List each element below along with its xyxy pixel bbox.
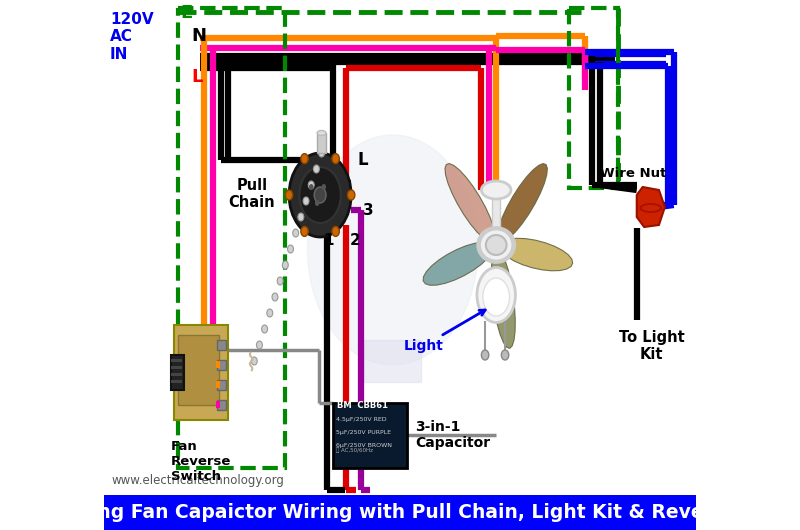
Text: L: L: [191, 68, 202, 86]
Text: Fan
Reverse
Switch: Fan Reverse Switch: [170, 440, 231, 483]
Polygon shape: [445, 164, 495, 242]
Circle shape: [272, 293, 278, 301]
Bar: [218, 360, 226, 370]
Bar: [493, 190, 500, 230]
Polygon shape: [491, 250, 515, 348]
Bar: [334, 403, 407, 468]
Circle shape: [314, 187, 326, 203]
Bar: [104, 495, 696, 530]
Circle shape: [298, 213, 304, 221]
Bar: [178, 8, 286, 468]
Circle shape: [286, 190, 293, 200]
Polygon shape: [498, 164, 547, 242]
Circle shape: [262, 325, 267, 333]
Bar: [171, 359, 182, 362]
Circle shape: [257, 341, 262, 349]
Circle shape: [267, 309, 273, 317]
Polygon shape: [307, 135, 478, 365]
Circle shape: [303, 197, 309, 205]
Ellipse shape: [477, 268, 515, 322]
Ellipse shape: [482, 181, 511, 199]
Ellipse shape: [483, 233, 509, 258]
Circle shape: [293, 229, 298, 237]
Bar: [218, 380, 226, 390]
Bar: [218, 340, 226, 350]
Text: 6μF/250V BROWN: 6μF/250V BROWN: [336, 443, 392, 448]
Text: 1: 1: [324, 233, 334, 248]
Circle shape: [347, 190, 355, 200]
Bar: [216, 381, 220, 388]
Bar: [171, 373, 182, 376]
Circle shape: [282, 261, 288, 269]
Bar: [171, 366, 182, 369]
Bar: [569, 8, 618, 188]
Bar: [216, 401, 220, 408]
Text: BM  CBB61: BM CBB61: [337, 401, 388, 410]
Circle shape: [502, 350, 509, 360]
Ellipse shape: [479, 229, 513, 261]
Circle shape: [309, 184, 314, 190]
Text: E: E: [180, 4, 193, 22]
Ellipse shape: [486, 235, 506, 255]
Bar: [171, 380, 182, 383]
Circle shape: [315, 200, 319, 206]
Text: Wire Nut: Wire Nut: [600, 167, 666, 180]
Bar: [216, 361, 220, 368]
Circle shape: [332, 226, 339, 236]
Text: 3: 3: [363, 203, 374, 218]
Circle shape: [314, 165, 319, 173]
Circle shape: [299, 167, 341, 223]
Ellipse shape: [483, 278, 510, 316]
Ellipse shape: [317, 130, 326, 136]
Text: www.electricaltechnology.org: www.electricaltechnology.org: [111, 474, 284, 487]
Circle shape: [322, 184, 326, 190]
Bar: [317, 133, 326, 153]
Bar: [170, 355, 184, 390]
Circle shape: [318, 149, 325, 157]
Circle shape: [301, 226, 308, 236]
Text: To Light
Kit: To Light Kit: [618, 330, 685, 363]
Text: 2: 2: [350, 233, 361, 248]
Text: Pull
Chain: Pull Chain: [229, 178, 275, 210]
Polygon shape: [423, 242, 493, 285]
Bar: [178, 335, 218, 405]
Text: L: L: [357, 151, 368, 169]
Bar: [218, 400, 226, 410]
Circle shape: [482, 350, 489, 360]
Text: Ⓛ AC,50/60Hz: Ⓛ AC,50/60Hz: [336, 447, 373, 453]
Circle shape: [301, 154, 308, 164]
Bar: [365, 340, 421, 382]
Circle shape: [277, 277, 283, 285]
Text: 4.5μF/250V RED: 4.5μF/250V RED: [336, 417, 386, 422]
Circle shape: [332, 154, 339, 164]
Text: Light: Light: [404, 310, 485, 353]
Circle shape: [251, 357, 258, 365]
Circle shape: [287, 245, 294, 253]
Text: 3 in 1 Ceiling Fan Capaictor Wiring with Pull Chain, Light Kit & Reverse Switch: 3 in 1 Ceiling Fan Capaictor Wiring with…: [0, 502, 800, 522]
Polygon shape: [637, 187, 665, 227]
Bar: [174, 325, 228, 420]
Text: 120V
AC
IN: 120V AC IN: [110, 12, 154, 62]
Ellipse shape: [478, 227, 514, 262]
Text: 3-in-1
Capacitor: 3-in-1 Capacitor: [414, 420, 490, 450]
Text: N: N: [191, 27, 206, 45]
Text: ⌇: ⌇: [245, 352, 257, 376]
Circle shape: [289, 153, 351, 237]
Circle shape: [308, 181, 314, 189]
Text: 5μF/250V PURPLE: 5μF/250V PURPLE: [336, 430, 390, 435]
Polygon shape: [500, 238, 573, 271]
